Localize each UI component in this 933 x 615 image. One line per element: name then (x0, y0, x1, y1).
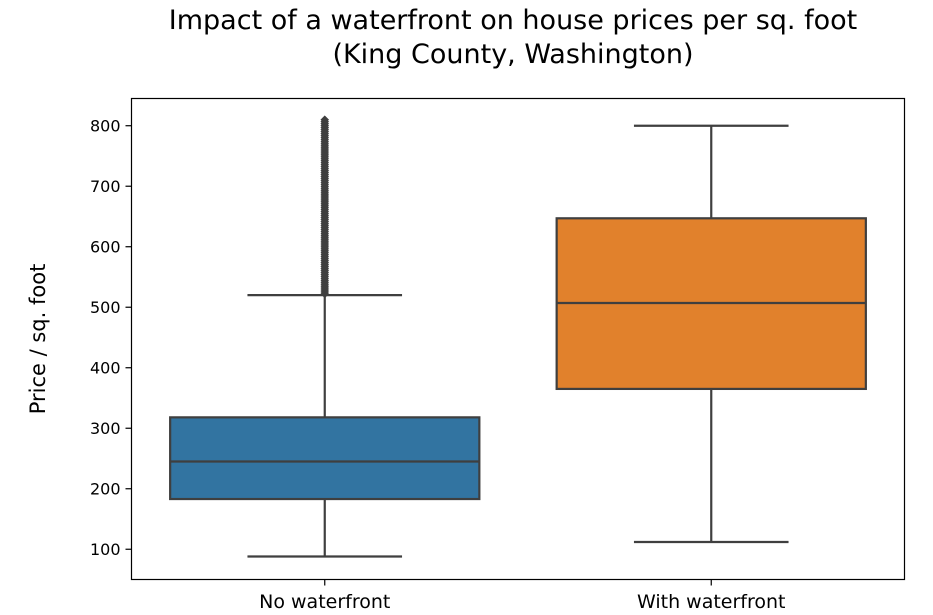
y-tick-label: 700 (90, 177, 121, 196)
outlier-point (320, 115, 330, 125)
y-tick-label: 600 (90, 238, 121, 257)
y-tick-label: 500 (90, 298, 121, 317)
box-group-no-waterfront (169, 115, 481, 558)
box-group-with-waterfront (555, 124, 867, 544)
x-tick-label: No waterfront (259, 591, 390, 613)
y-tick-label: 100 (90, 540, 121, 559)
y-tick-label: 800 (90, 117, 121, 136)
plot-frame (130, 97, 906, 581)
chart-title: Impact of a waterfront on house prices p… (169, 5, 857, 70)
y-tick-label: 300 (90, 419, 121, 438)
plot-area (169, 115, 867, 558)
y-axis-label: Price / sq. foot (26, 264, 50, 415)
y-tick-label: 400 (90, 359, 121, 378)
x-tick-label: With waterfront (637, 591, 786, 613)
box-iqr (169, 416, 481, 501)
y-tick-label: 200 (90, 480, 121, 499)
y-axis: 100 200 300 400 500 600 700 800 (90, 117, 132, 559)
chart-title-line-1: Impact of a waterfront on house prices p… (169, 5, 857, 36)
x-axis: No waterfront With waterfront (259, 579, 786, 613)
chart-title-line-2: (King County, Washington) (332, 39, 693, 70)
